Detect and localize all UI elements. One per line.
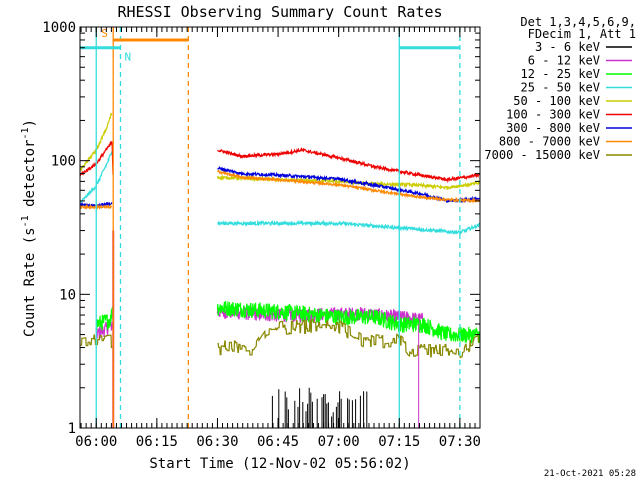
x-tick-label: 06:30 <box>196 434 238 450</box>
legend-entry-label: 100 - 300 keV <box>506 108 600 122</box>
x-tick-label: 07:30 <box>439 434 481 450</box>
y-tick-label: 1000 <box>42 20 76 36</box>
plot-frame <box>79 26 481 429</box>
flag-label: N <box>124 51 131 64</box>
y-tick-label: 10 <box>59 287 76 303</box>
series-mark <box>216 169 480 205</box>
series-mark <box>216 301 480 345</box>
legend-entry-label: 3 - 6 keV <box>535 40 600 54</box>
legend-entry-label: 6 - 12 keV <box>528 54 600 68</box>
x-tick-label: 06:15 <box>136 434 178 450</box>
x-tick-label: 07:00 <box>318 434 360 450</box>
y-tick-label: 1 <box>68 421 76 437</box>
plot-area <box>79 112 480 428</box>
series-3-6-kev <box>271 387 368 428</box>
series-mark <box>217 165 480 204</box>
x-tick-label: 06:00 <box>75 434 117 450</box>
x-tick-label: 06:45 <box>257 434 299 450</box>
legend-entry-label: 300 - 800 keV <box>506 121 600 135</box>
annotations: SN <box>80 27 461 428</box>
flag-label: S <box>101 27 108 40</box>
legend-entry-label: 25 - 50 keV <box>521 81 600 95</box>
legend-entry-label: 7000 - 15000 keV <box>484 148 600 162</box>
x-axis-label: Start Time (12-Nov-02 05:56:02) <box>149 456 410 472</box>
legend-entry-label: 800 - 7000 keV <box>499 135 600 149</box>
y-tick-label: 100 <box>51 154 76 170</box>
legend: Det 1,3,4,5,6,9, FDecim 1, Att 1 3 - 6 k… <box>484 15 636 162</box>
legend-header-line-1: Det 1,3,4,5,6,9, <box>520 15 636 29</box>
y-axis-ticks: 1 10 100 1000 <box>42 20 480 437</box>
series-50-100-kev <box>79 112 480 191</box>
legend-entry-label: 50 - 100 keV <box>513 94 600 108</box>
legend-entry-label: 12 - 25 keV <box>521 67 600 81</box>
series-12-25-kev <box>95 301 480 345</box>
series-mark <box>216 147 480 184</box>
chart-title: RHESSI Observing Summary Count Rates <box>117 3 442 21</box>
legend-header-line-2: FDecim 1, Att 1 <box>528 27 636 41</box>
series-mark <box>217 219 480 235</box>
series-mark <box>95 305 114 332</box>
series-mark <box>271 387 368 428</box>
x-tick-label: 07:15 <box>378 434 420 450</box>
footer-date: 21-Oct-2021 05:28 <box>544 469 636 479</box>
series-mark <box>217 319 480 359</box>
x-axis-ticks: 06:00 06:15 06:30 06:45 07:00 07:15 07:30 <box>75 27 481 450</box>
y-axis-label: Count Rate (s-1 detector-1) <box>20 119 38 337</box>
series-7000-15000-kev <box>80 319 480 359</box>
